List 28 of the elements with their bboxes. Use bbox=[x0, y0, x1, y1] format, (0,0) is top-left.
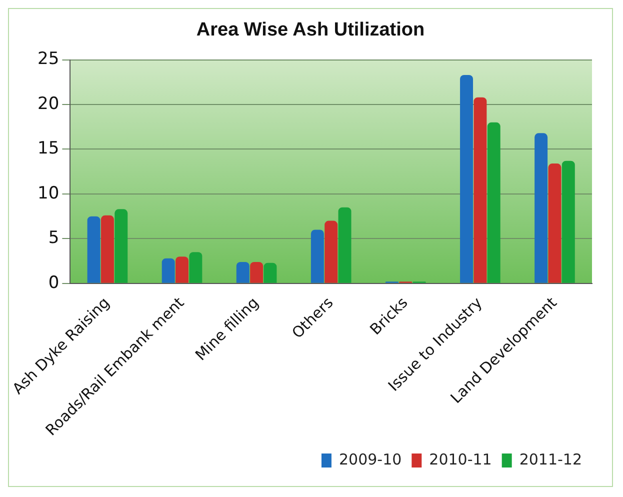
y-tick-label: 5 bbox=[48, 228, 60, 248]
y-tick-label: 0 bbox=[48, 272, 60, 293]
bar bbox=[189, 252, 202, 283]
bar bbox=[176, 256, 188, 283]
bar bbox=[534, 133, 548, 283]
bar bbox=[250, 262, 264, 283]
bar bbox=[324, 220, 338, 283]
bar bbox=[100, 215, 114, 283]
y-tick-label: 25 bbox=[38, 49, 60, 70]
bar bbox=[236, 262, 250, 283]
bar bbox=[87, 216, 100, 283]
y-tick-label: 20 bbox=[38, 94, 60, 114]
bar bbox=[264, 262, 277, 283]
bar bbox=[114, 209, 128, 283]
bar bbox=[460, 75, 474, 283]
bar bbox=[487, 122, 500, 283]
y-tick-label: 10 bbox=[38, 183, 60, 204]
y-tick-label: 15 bbox=[38, 138, 60, 159]
bar bbox=[562, 160, 575, 283]
legend-label: 2011-12 bbox=[519, 450, 582, 468]
legend-label: 2010-11 bbox=[429, 450, 492, 468]
bar bbox=[474, 97, 487, 283]
chart-title: Area Wise Ash Utilization bbox=[196, 20, 425, 41]
legend-label: 2009-10 bbox=[338, 450, 402, 468]
bar bbox=[548, 164, 562, 283]
bar bbox=[162, 258, 175, 283]
bar bbox=[338, 207, 352, 283]
bar bbox=[310, 230, 324, 283]
